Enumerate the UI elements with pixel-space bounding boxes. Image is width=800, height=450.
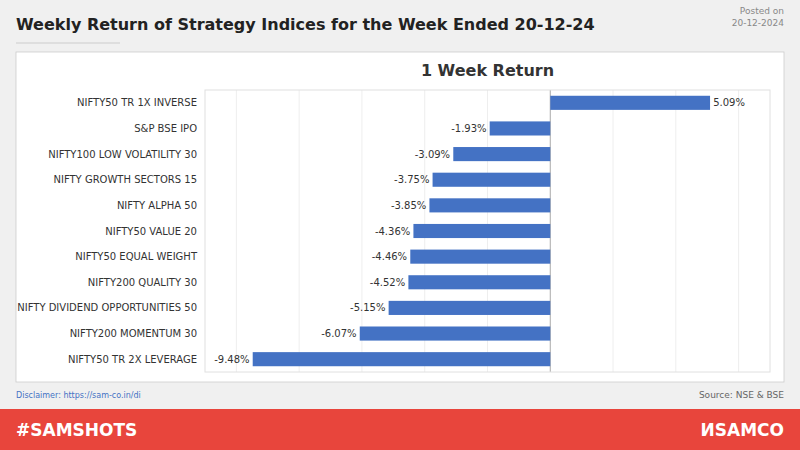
footer-tag: #SAMSHOTS (16, 420, 137, 440)
data-label: -4.52% (370, 277, 405, 288)
bar (360, 326, 551, 340)
bar (453, 147, 550, 161)
category-label: NIFTY50 TR 1X INVERSE (77, 97, 197, 108)
bar (413, 224, 550, 238)
category-label: NIFTY ALPHA 50 (117, 200, 197, 211)
footer-logo: ИSAMCO (701, 420, 784, 440)
data-label: 5.09% (713, 97, 745, 108)
category-label: NIFTY DIVIDEND OPPORTUNITIES 50 (17, 302, 197, 313)
grid (236, 90, 738, 372)
bar (410, 250, 550, 264)
category-label: NIFTY GROWTH SECTORS 15 (54, 174, 198, 185)
bar (490, 121, 551, 135)
title: Weekly Return of Strategy Indices for th… (16, 15, 595, 34)
data-label: -3.85% (391, 200, 426, 211)
category-label: NIFTY200 QUALITY 30 (88, 277, 197, 288)
category-label: S&P BSE IPO (134, 123, 197, 134)
source: Source: NSE & BSE (699, 390, 784, 400)
bar (408, 275, 550, 289)
disclaimer: Disclaimer: https://sam-co.in/di (16, 391, 141, 400)
bar (550, 96, 710, 110)
bar (389, 301, 551, 315)
title-rule (16, 43, 120, 44)
data-label: -6.07% (321, 328, 356, 339)
background (0, 0, 800, 450)
bar (429, 198, 550, 212)
grid-line (299, 90, 300, 372)
plot-frame (205, 90, 770, 372)
category-label: NIFTY200 MOMENTUM 30 (70, 328, 197, 339)
chart-box (16, 52, 784, 382)
data-label: -4.36% (375, 226, 410, 237)
posted-on: Posted on 20-12-2024 (732, 6, 785, 28)
grid-line (613, 90, 614, 372)
data-label: -4.46% (372, 251, 407, 262)
data-label: -1.93% (451, 123, 486, 134)
category-label: NIFTY50 TR 2X LEVERAGE (68, 354, 197, 365)
chart-title: 1 Week Return (421, 61, 554, 80)
posted-on-line: 20-12-2024 (732, 18, 785, 28)
category-label: NIFTY50 EQUAL WEIGHT (75, 251, 198, 262)
data-label: -9.48% (214, 354, 249, 365)
category-label: NIFTY100 LOW VOLATILITY 30 (48, 149, 197, 160)
data-label: -5.15% (350, 302, 385, 313)
footer (0, 409, 800, 450)
data-label: -3.75% (394, 174, 429, 185)
posted-on-line: Posted on (740, 6, 784, 16)
grid-line (236, 90, 237, 372)
data-label: -3.09% (415, 149, 450, 160)
grid-line (675, 90, 676, 372)
bars (253, 96, 710, 366)
category-label: NIFTY50 VALUE 20 (105, 226, 197, 237)
bar (433, 173, 551, 187)
grid-line (738, 90, 739, 372)
bar (253, 352, 551, 366)
